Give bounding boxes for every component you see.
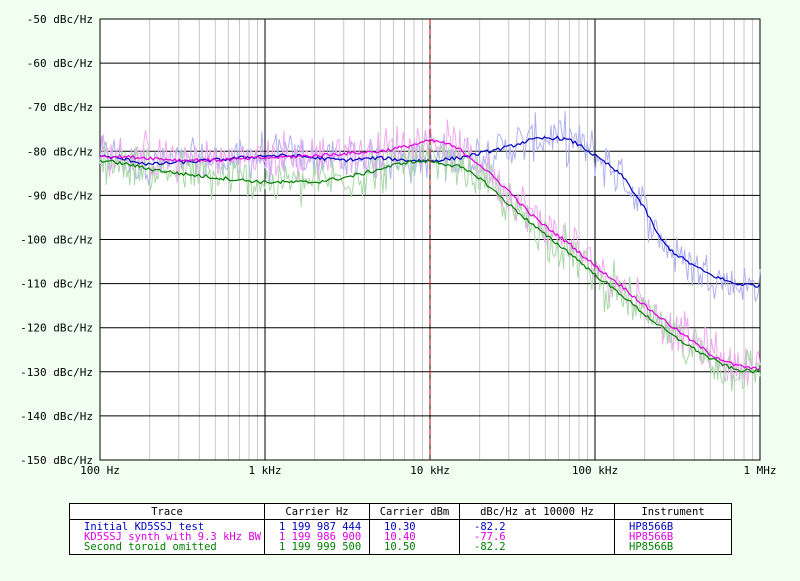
- y-tick-label: -80 dBc/Hz: [27, 145, 93, 158]
- y-tick-labels: -50 dBc/Hz -60 dBc/Hz -70 dBc/Hz -80 dBc…: [20, 13, 93, 467]
- y-tick-label: -150 dBc/Hz: [20, 454, 93, 467]
- y-tick-label: -120 dBc/Hz: [20, 322, 93, 335]
- x-tick-label: 1 MHz: [743, 464, 776, 477]
- header-carrier-dbm: Carrier dBm: [369, 503, 460, 520]
- header-trace: Trace: [69, 503, 265, 520]
- x-tick-labels: 100 Hz 1 kHz 10 kHz 100 kHz 1 MHz: [80, 464, 776, 477]
- legend-header-row: Trace Carrier Hz Carrier dBm dBc/Hz at 1…: [69, 503, 732, 520]
- y-tick-label: -70 dBc/Hz: [27, 101, 93, 114]
- legend-row: Initial KD5SSJ test 1 199 987 444 10.30 …: [69, 519, 732, 532]
- dbc-at-10khz: -82.2: [459, 542, 615, 555]
- instrument: HP8566B: [614, 542, 732, 555]
- carrier-hz: 1 199 999 500: [264, 542, 370, 555]
- y-tick-label: -110 dBc/Hz: [20, 278, 93, 291]
- header-dbc-at-10khz: dBc/Hz at 10000 Hz: [459, 503, 615, 520]
- y-tick-label: -50 dBc/Hz: [27, 13, 93, 26]
- y-tick-label: -60 dBc/Hz: [27, 57, 93, 70]
- y-tick-label: -140 dBc/Hz: [20, 410, 93, 423]
- x-tick-label: 1 kHz: [248, 464, 281, 477]
- trace-name: Second toroid omitted: [69, 542, 265, 555]
- phase-noise-chart: -50 dBc/Hz -60 dBc/Hz -70 dBc/Hz -80 dBc…: [20, 13, 776, 477]
- raw-trace-noise: [99, 137, 761, 392]
- x-tick-label: 100 Hz: [80, 464, 120, 477]
- header-carrier-hz: Carrier Hz: [264, 503, 370, 520]
- header-instrument: Instrument: [614, 503, 732, 520]
- legend-row: Second toroid omitted 1 199 999 500 10.5…: [69, 542, 732, 555]
- y-tick-label: -130 dBc/Hz: [20, 366, 93, 379]
- x-tick-label: 100 kHz: [572, 464, 618, 477]
- y-tick-label: -90 dBc/Hz: [27, 189, 93, 202]
- legend-row: KD5SSJ synth with 9.3 kHz BW 1 199 986 9…: [69, 532, 732, 542]
- carrier-dbm: 10.50: [369, 542, 460, 555]
- legend-table: Trace Carrier Hz Carrier dBm dBc/Hz at 1…: [69, 503, 732, 555]
- y-tick-label: -100 dBc/Hz: [20, 234, 93, 247]
- instrument: HP8566B: [614, 532, 732, 542]
- x-tick-label: 10 kHz: [410, 464, 450, 477]
- instrument: HP8566B: [614, 519, 732, 532]
